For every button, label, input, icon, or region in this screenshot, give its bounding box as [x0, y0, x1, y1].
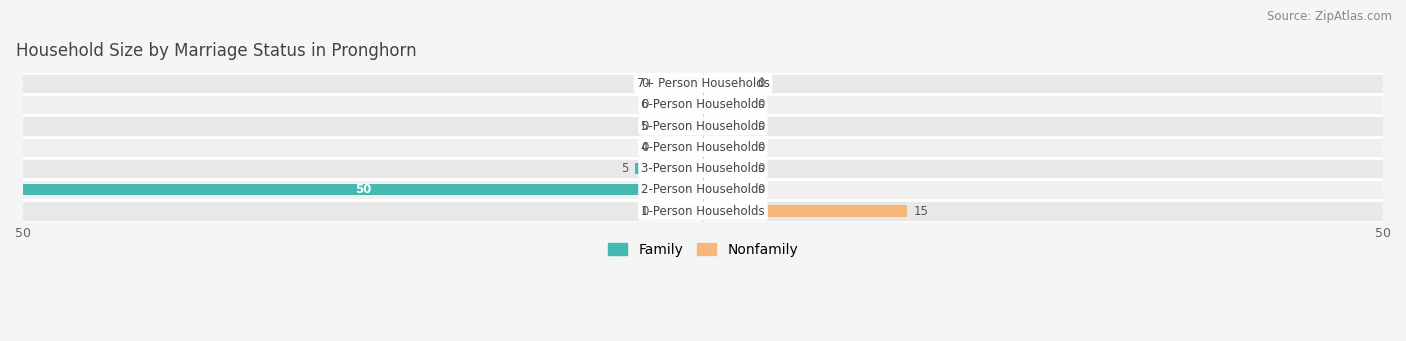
Text: 0: 0 [641, 120, 648, 133]
Bar [22, 137, 1384, 158]
Text: 0: 0 [641, 77, 648, 90]
Text: 0: 0 [758, 162, 765, 175]
Text: Household Size by Marriage Status in Pronghorn: Household Size by Marriage Status in Pro… [17, 42, 416, 60]
Text: 0: 0 [758, 98, 765, 111]
Text: 0: 0 [758, 183, 765, 196]
Text: 6-Person Households: 6-Person Households [641, 98, 765, 111]
Text: 0: 0 [758, 77, 765, 90]
Bar [655, 142, 703, 153]
Text: 50: 50 [354, 183, 371, 196]
Legend: Family, Nonfamily: Family, Nonfamily [602, 237, 804, 262]
Text: 0: 0 [758, 141, 765, 154]
Bar [22, 179, 1384, 201]
Bar [655, 206, 703, 217]
Bar [22, 94, 1384, 116]
Text: 3-Person Households: 3-Person Households [641, 162, 765, 175]
Bar [703, 142, 751, 153]
Bar [22, 184, 703, 195]
Text: 0: 0 [641, 205, 648, 218]
Bar [655, 78, 703, 89]
Bar [703, 99, 751, 110]
Text: 5-Person Households: 5-Person Households [641, 120, 765, 133]
Bar [22, 158, 1384, 179]
Text: 7+ Person Households: 7+ Person Households [637, 77, 769, 90]
Text: 4-Person Households: 4-Person Households [641, 141, 765, 154]
Bar [655, 99, 703, 110]
Text: 15: 15 [914, 205, 929, 218]
Bar [703, 206, 907, 217]
Bar [22, 73, 1384, 94]
Bar [22, 201, 1384, 222]
Bar [703, 120, 751, 132]
Text: 1-Person Households: 1-Person Households [641, 205, 765, 218]
Bar [703, 184, 751, 195]
Text: 0: 0 [758, 120, 765, 133]
Text: 0: 0 [641, 98, 648, 111]
Text: Source: ZipAtlas.com: Source: ZipAtlas.com [1267, 10, 1392, 23]
Text: 2-Person Households: 2-Person Households [641, 183, 765, 196]
Bar [703, 78, 751, 89]
Bar [636, 163, 703, 174]
Text: 0: 0 [641, 141, 648, 154]
Bar [655, 120, 703, 132]
Bar [703, 163, 751, 174]
Bar [22, 116, 1384, 137]
Text: 5: 5 [621, 162, 628, 175]
